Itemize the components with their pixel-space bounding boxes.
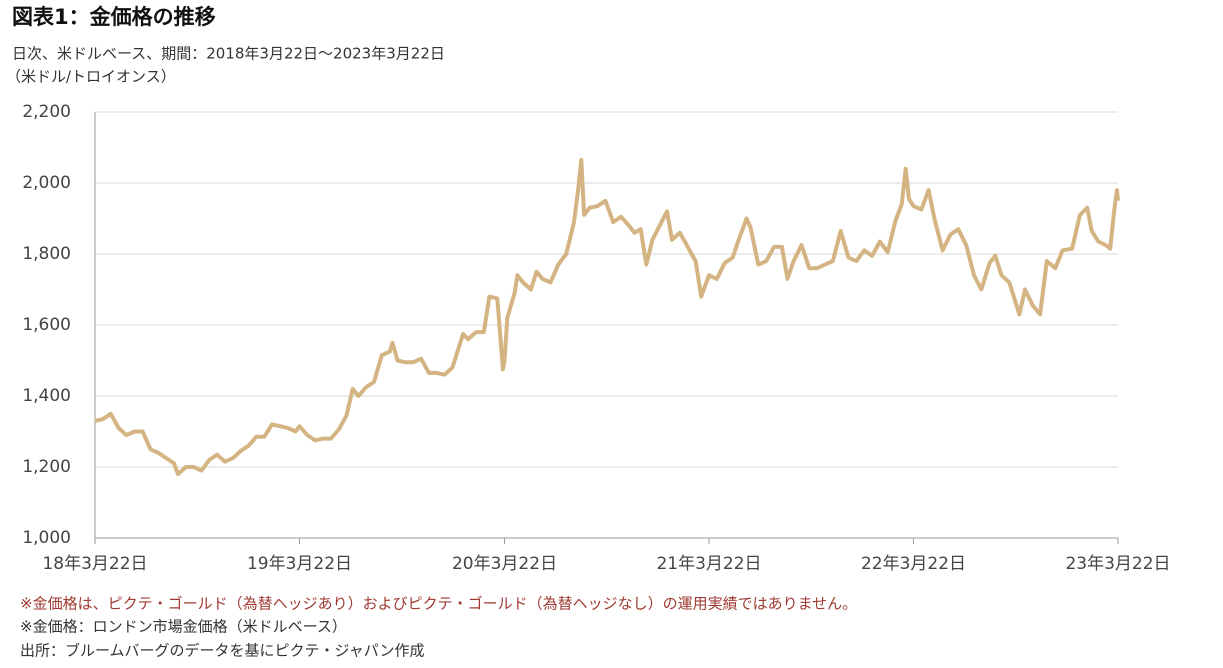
chart-subtitle: 日次、米ドルベース、期間：2018年3月22日～2023年3月22日 [12, 45, 445, 63]
price-line [94, 157, 1120, 477]
x-tick-label: 19年3月22日 [247, 554, 352, 574]
x-tick-label: 18年3月22日 [42, 554, 147, 574]
x-tick-label: 23年3月22日 [1065, 554, 1170, 574]
x-tick-label: 21年3月22日 [656, 554, 761, 574]
y-axis-unit: （米ドル/トロイオンス） [6, 68, 176, 86]
y-tick-label: 2,000 [22, 173, 71, 193]
note: ※金価格は、ピクテ・ゴールド（為替ヘッジあり）およびピクテ・ゴールド（為替ヘッジ… [20, 595, 857, 613]
y-tick-label: 1,200 [22, 457, 71, 477]
y-tick-label: 1,400 [22, 386, 71, 406]
y-tick-label: 1,600 [22, 315, 71, 335]
x-tick-label: 22年3月22日 [861, 554, 966, 574]
y-tick-label: 2,200 [22, 102, 71, 122]
y-tick-label: 1,000 [22, 528, 71, 548]
x-tick-label: 20年3月22日 [452, 554, 557, 574]
chart-title: 図表1：金価格の推移 [12, 5, 216, 29]
note: 出所：ブルームバーグのデータを基にピクテ・ジャパン作成 [20, 642, 425, 660]
note: ※金価格：ロンドン市場金価格（米ドルベース） [20, 618, 347, 636]
y-tick-label: 1,800 [22, 244, 71, 264]
